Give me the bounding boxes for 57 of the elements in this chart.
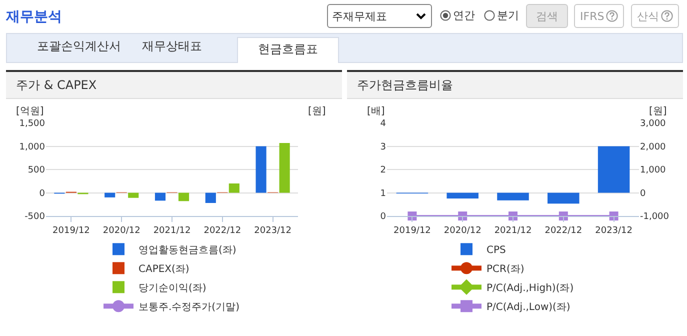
bar [228, 183, 240, 193]
bar [205, 192, 216, 203]
y-axis-title: [배] [367, 106, 385, 117]
y-tick-label: 500 [28, 166, 46, 176]
y2-axis-title: [원] [308, 106, 326, 117]
y2-tick-label: 0 [640, 188, 646, 199]
text: 포괄손익계산서 [37, 38, 121, 55]
x-tick-label: 2021/12 [494, 226, 532, 236]
bar [279, 142, 290, 193]
y-tick-label: 4 [380, 119, 386, 130]
y-tick-label: 3 [380, 142, 386, 152]
bar [154, 192, 166, 201]
x-tick-label: 2023/12 [595, 226, 632, 236]
legend-label: 보통주.수정주가(기말) [138, 302, 240, 313]
x-tick-label: 2020/12 [444, 226, 482, 236]
x-tick-label: 2019/12 [52, 226, 90, 236]
y2-tick-label: 2,000 [640, 142, 666, 152]
chart-title: 주가현금흐름비율 [347, 72, 683, 99]
y2-axis-title: [원] [649, 106, 667, 117]
y-tick-label: 0 [39, 188, 46, 199]
y-tick-label: 1 [380, 188, 386, 199]
y-tick-label: 1,000 [19, 142, 46, 152]
y2-tick-label: -1,000 [640, 212, 670, 222]
bar [104, 192, 116, 198]
x-tick-label: 2020/12 [102, 226, 140, 236]
legend-label: CPS [486, 245, 506, 256]
y2-tick-label: 3,000 [640, 119, 666, 130]
text: IFRS [580, 10, 604, 22]
legend-label: P/C(Adj.,Low)(좌) [486, 302, 570, 313]
y-tick-label: 0 [380, 212, 386, 222]
legend-label: P/C(Adj.,High)(좌) [486, 283, 574, 294]
text: 재무상태표 [142, 38, 202, 55]
legend-label: CAPEX(좌) [138, 264, 190, 275]
y-axis-title: [억원] [16, 106, 44, 117]
y2-tick-label: 1,000 [640, 166, 666, 176]
bar [178, 192, 190, 202]
y-tick-label: 2 [380, 166, 386, 176]
y-tick-label: -500 [24, 212, 46, 222]
text: 주재무제표 [332, 8, 387, 24]
chart-title: 주가 & CAPEX [6, 72, 342, 99]
bar [256, 146, 266, 193]
x-tick-label: 2023/12 [254, 226, 292, 236]
x-tick-label: 2021/12 [153, 226, 191, 236]
bar [128, 192, 139, 198]
text: 산식 [637, 8, 659, 24]
text: 재무분석 [6, 8, 62, 26]
legend-label: 영업활동현금흐름(좌) [138, 245, 236, 256]
text: 분기 [497, 8, 519, 22]
legend-label: PCR(좌) [486, 264, 524, 275]
text: 검색 [536, 8, 558, 24]
y-tick-label: 1,500 [19, 119, 46, 130]
legend-label: 당기순이익(좌) [138, 283, 206, 294]
x-tick-label: 2022/12 [544, 226, 582, 236]
text: 현금흐름표 [237, 37, 339, 63]
x-tick-label: 2019/12 [394, 226, 431, 236]
x-tick-label: 2022/12 [204, 226, 242, 236]
text: 연간 [453, 8, 475, 22]
